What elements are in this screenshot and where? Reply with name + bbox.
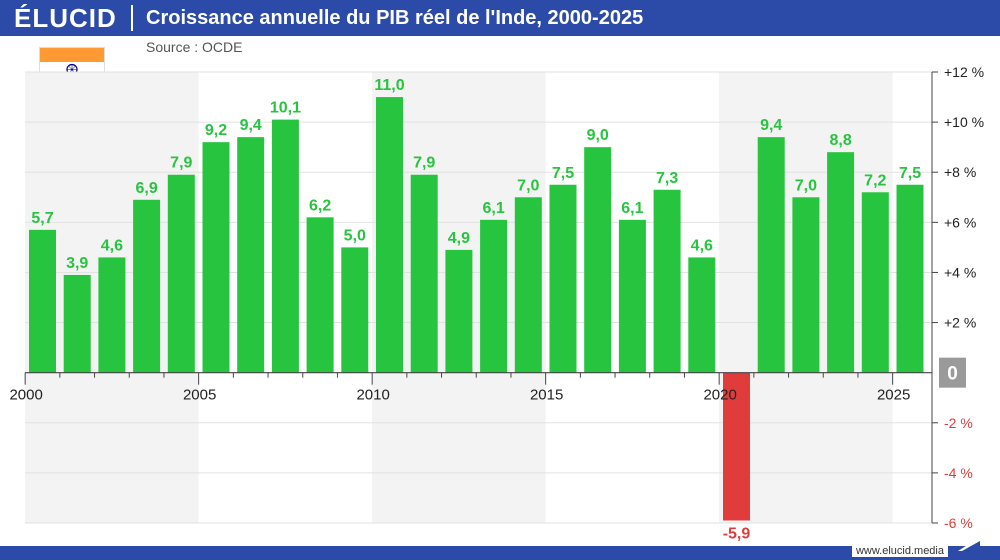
bar-2012 [445,249,473,373]
bar-2020 [723,372,750,521]
value-label-2012: 4,9 [448,230,470,247]
bar-2018 [653,189,681,373]
value-label-2022: 7,0 [795,177,817,194]
y-tick-label: +2 % [944,315,976,331]
bar-2021 [757,137,785,373]
bar-2009 [341,247,369,373]
bar-2014 [514,197,542,373]
bar-2005 [202,142,230,373]
header-divider [131,5,133,31]
bar-2011 [410,174,438,373]
bar-2016 [584,147,612,373]
bar-2001 [63,274,91,373]
bar-2006 [237,137,265,373]
value-label-2015: 7,5 [552,165,574,182]
bar-2015 [549,184,577,373]
x-tick-label-2010: 2010 [356,387,389,404]
flag-saffron-stripe [40,48,104,63]
zero-badge [939,357,966,388]
bar-2010 [376,97,403,373]
elucid-corner-mark-icon [958,537,980,551]
bar-2025 [896,184,924,373]
chart-title: Croissance annuelle du PIB réel de l'Ind… [146,7,644,29]
y-tick-label: +10 % [944,114,984,130]
x-axis: 2000 2005 2010 2015 2020 2025 [9,372,932,404]
value-label-2009: 5,0 [344,227,366,244]
value-label-2002: 4,6 [101,237,123,254]
website-link[interactable]: www.elucid.media [851,545,948,557]
value-label-2010: 11,0 [374,77,404,94]
bar-2017 [618,219,646,373]
bar-2007 [271,119,299,373]
y-tick-label: +6 % [944,214,976,230]
bar-2024 [861,192,889,373]
bar-2022 [792,197,820,373]
bar-2013 [480,219,508,373]
bar-2019 [688,257,716,373]
value-label-2023: 8,8 [829,132,851,149]
value-label-2008: 6,2 [309,197,331,214]
footer-bar [0,546,1000,560]
source-note: Source : OCDE [146,39,243,55]
y-axis: +12 % +10 % +8 % +6 % +4 % +2 % 0 -2 % -4 % -6 % [931,64,984,531]
x-tick-label-2015: 2015 [530,387,563,404]
value-label-2011: 7,9 [413,155,435,172]
x-tick-label-2000: 2000 [9,387,42,404]
y-tick-label: -6 % [944,515,973,531]
y-tick-label: -2 % [944,415,973,431]
bar-2002 [98,257,126,373]
value-label-2005: 9,2 [205,122,227,139]
bar-2000 [29,229,56,373]
value-label-2025: 7,5 [899,165,921,182]
bar-2004 [167,174,195,373]
value-label-2020: -5,9 [723,525,751,542]
y-tick-label: +12 % [944,64,984,80]
value-label-2006: 9,4 [240,117,262,134]
bar-2023 [827,152,855,373]
value-label-2004: 7,9 [170,155,192,172]
y-tick-label: -4 % [944,465,973,481]
value-label-2000: 5,7 [31,210,53,227]
x-tick-label-2020: 2020 [703,387,736,404]
value-label-2017: 6,1 [621,200,643,217]
value-label-2003: 6,9 [135,180,157,197]
elucid-logo: ÉLUCID [14,3,117,33]
value-labels: 5,7 3,9 4,6 6,9 7,9 9,2 9,4 10,1 6,2 5,0 11,0 7,9 4,… [31,77,921,542]
value-label-2016: 9,0 [587,127,609,144]
y-tick-label-0: 0 [947,364,958,385]
x-tick-label-2025: 2025 [877,387,910,404]
value-label-2018: 7,3 [656,170,678,187]
value-label-2001: 3,9 [66,255,88,272]
value-label-2021: 9,4 [760,117,782,134]
x-tick-label-2005: 2005 [183,387,216,404]
value-label-2007: 10,1 [270,100,301,117]
y-tick-label: +8 % [944,164,976,180]
value-label-2013: 6,1 [482,200,504,217]
value-label-2014: 7,0 [517,177,539,194]
value-label-2019: 4,6 [691,237,713,254]
header-bar: ÉLUCID Croissance annuelle du PIB réel d… [0,0,1000,36]
bar-2003 [133,199,161,373]
bar-2008 [306,217,334,373]
bars [29,97,924,521]
value-label-2024: 7,2 [864,172,886,189]
y-tick-label: +4 % [944,264,976,280]
